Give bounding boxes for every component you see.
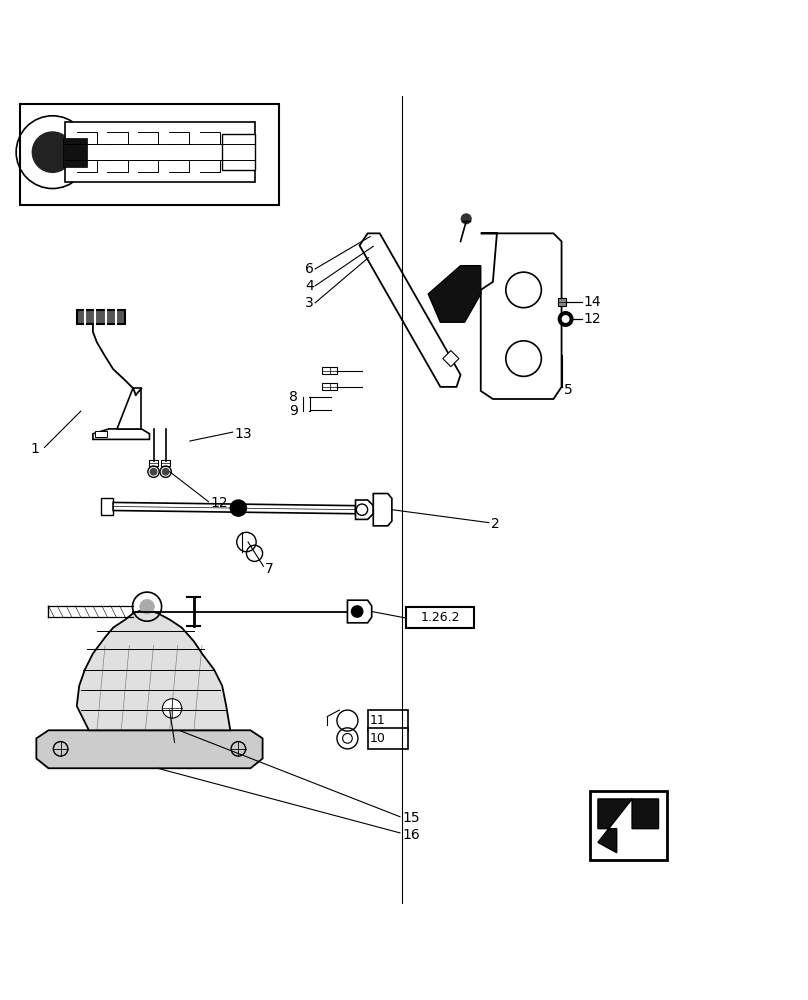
Text: 9: 9: [289, 404, 298, 418]
Polygon shape: [443, 351, 459, 367]
Polygon shape: [93, 429, 149, 439]
Bar: [161, 460, 170, 466]
Polygon shape: [598, 799, 659, 853]
Text: 1.26.2: 1.26.2: [420, 611, 460, 624]
Circle shape: [230, 500, 246, 516]
Polygon shape: [36, 730, 263, 768]
Circle shape: [351, 606, 363, 617]
Circle shape: [562, 316, 569, 322]
Text: 1: 1: [31, 442, 40, 456]
Bar: [65, 122, 255, 182]
Circle shape: [558, 312, 573, 326]
Text: 12: 12: [583, 312, 601, 326]
Text: 3: 3: [305, 296, 314, 310]
Text: 5: 5: [564, 383, 573, 397]
Text: 4: 4: [305, 279, 314, 293]
Bar: [322, 367, 337, 374]
Text: 10: 10: [369, 732, 385, 745]
Bar: [63, 138, 87, 167]
Text: 7: 7: [265, 562, 274, 576]
Circle shape: [32, 132, 73, 172]
Circle shape: [162, 699, 182, 718]
Bar: [368, 728, 408, 749]
Polygon shape: [347, 600, 372, 623]
Circle shape: [162, 468, 169, 475]
Circle shape: [461, 214, 471, 224]
Bar: [368, 710, 408, 731]
Polygon shape: [77, 310, 125, 324]
Circle shape: [150, 468, 157, 475]
Bar: [322, 383, 337, 390]
Polygon shape: [117, 388, 141, 429]
Polygon shape: [77, 609, 230, 730]
Polygon shape: [481, 233, 562, 399]
Text: 15: 15: [402, 811, 420, 825]
Text: 16: 16: [402, 828, 420, 842]
Polygon shape: [356, 500, 373, 519]
Bar: [149, 460, 158, 466]
Polygon shape: [113, 502, 356, 514]
Bar: [558, 298, 566, 306]
Bar: [406, 607, 474, 628]
Text: 2: 2: [491, 517, 500, 531]
Text: 12: 12: [210, 496, 228, 510]
Bar: [590, 791, 667, 860]
Text: 11: 11: [369, 714, 385, 727]
Polygon shape: [101, 498, 113, 515]
Polygon shape: [373, 494, 392, 526]
Text: 6: 6: [305, 262, 314, 276]
Bar: [20, 104, 279, 205]
Circle shape: [140, 599, 154, 614]
Polygon shape: [428, 266, 481, 322]
Text: 14: 14: [583, 295, 601, 309]
Bar: [95, 431, 107, 437]
Text: 13: 13: [234, 427, 252, 441]
Bar: [222, 134, 255, 170]
Polygon shape: [360, 233, 461, 387]
Text: 8: 8: [289, 390, 298, 404]
